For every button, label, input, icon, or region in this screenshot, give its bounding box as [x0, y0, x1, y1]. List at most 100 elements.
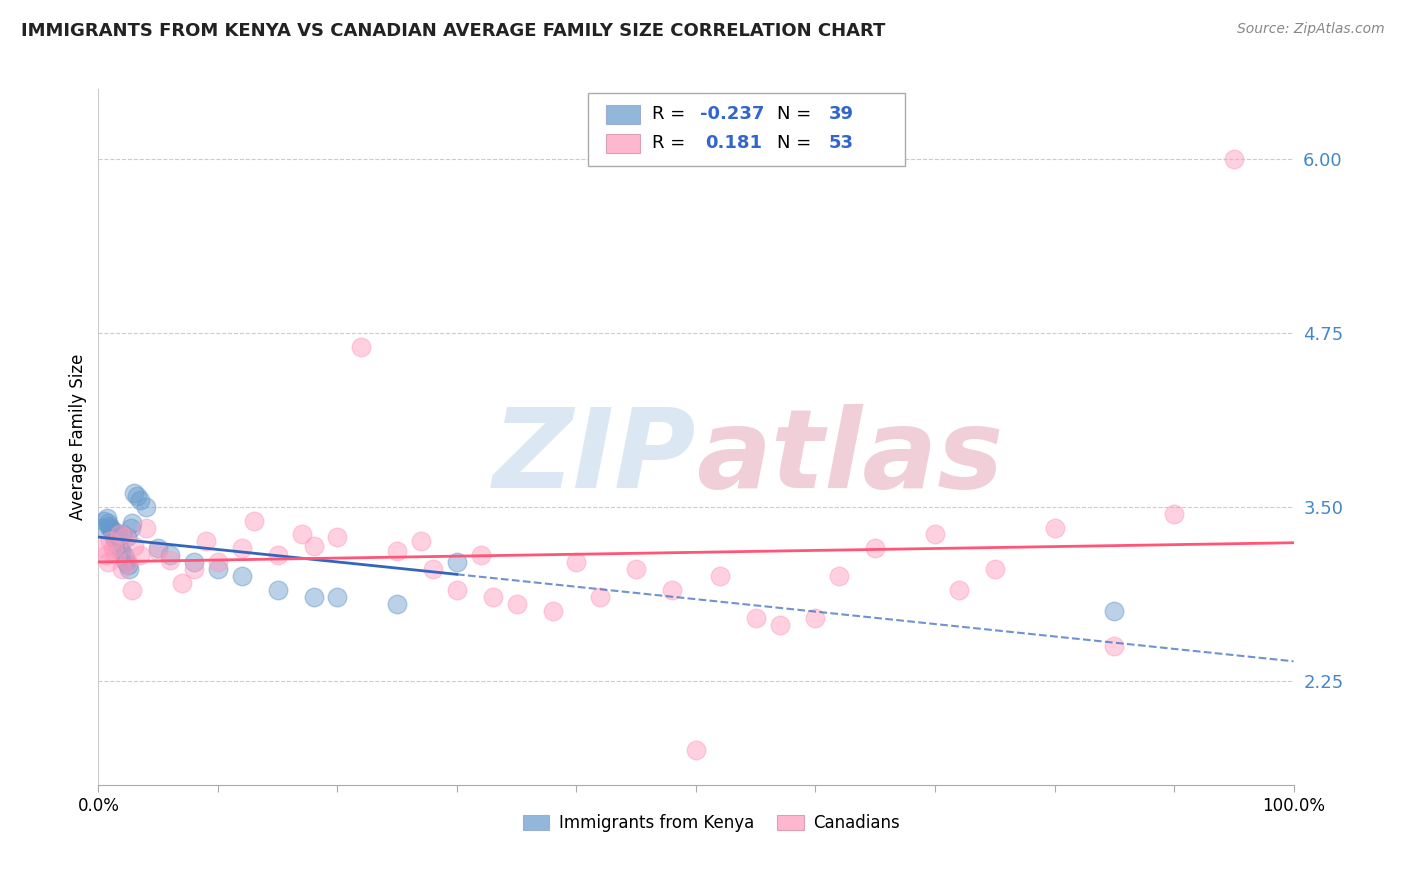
Point	[267, 583, 290, 598]
Point	[121, 516, 143, 531]
Point	[385, 544, 409, 558]
Point	[984, 562, 1007, 576]
Point	[121, 583, 143, 598]
Point	[103, 530, 125, 544]
Point	[117, 558, 139, 573]
Point	[159, 552, 181, 566]
Point	[114, 530, 136, 544]
Point	[769, 618, 792, 632]
FancyBboxPatch shape	[523, 815, 548, 830]
Point	[350, 340, 373, 354]
Point	[97, 555, 120, 569]
Point	[924, 527, 946, 541]
Point	[1043, 520, 1066, 534]
Point	[114, 552, 136, 566]
Point	[709, 569, 731, 583]
Point	[326, 590, 349, 604]
Point	[129, 492, 152, 507]
Text: atlas: atlas	[696, 404, 1004, 511]
Point	[97, 516, 120, 531]
Point	[111, 527, 134, 541]
Point	[117, 555, 139, 569]
Point	[470, 549, 492, 563]
Text: 53: 53	[828, 135, 853, 153]
Point	[148, 544, 170, 558]
Point	[685, 743, 707, 757]
Point	[115, 555, 138, 569]
Text: N =: N =	[778, 105, 817, 123]
Y-axis label: Average Family Size: Average Family Size	[69, 354, 87, 520]
Point	[326, 530, 349, 544]
Point	[291, 527, 314, 541]
Point	[506, 597, 529, 611]
Point	[105, 534, 128, 549]
Point	[243, 514, 266, 528]
Point	[100, 524, 122, 538]
Point	[98, 520, 122, 534]
Point	[129, 549, 152, 563]
Text: IMMIGRANTS FROM KENYA VS CANADIAN AVERAGE FAMILY SIZE CORRELATION CHART: IMMIGRANTS FROM KENYA VS CANADIAN AVERAG…	[21, 22, 886, 40]
Point	[1104, 604, 1126, 618]
Point	[96, 510, 118, 524]
Point	[422, 562, 444, 576]
Point	[446, 555, 468, 569]
Point	[411, 534, 433, 549]
Point	[183, 555, 205, 569]
Text: R =: R =	[652, 135, 696, 153]
Point	[91, 520, 114, 534]
Point	[108, 527, 131, 541]
Point	[110, 544, 132, 558]
Point	[135, 520, 157, 534]
FancyBboxPatch shape	[606, 134, 640, 153]
Point	[1163, 507, 1185, 521]
Text: Source: ZipAtlas.com: Source: ZipAtlas.com	[1237, 22, 1385, 37]
Point	[111, 562, 134, 576]
Point	[118, 562, 141, 576]
Point	[207, 555, 229, 569]
Point	[125, 489, 148, 503]
Point	[589, 590, 612, 604]
Point	[267, 549, 290, 563]
Point	[302, 590, 325, 604]
Text: Canadians: Canadians	[813, 814, 900, 831]
Point	[541, 604, 564, 618]
Point	[172, 576, 194, 591]
Point	[1104, 639, 1126, 653]
Point	[207, 562, 229, 576]
Point	[135, 500, 157, 514]
Point	[101, 541, 124, 556]
Point	[828, 569, 851, 583]
Point	[107, 530, 129, 544]
Point	[91, 541, 114, 556]
Point	[626, 562, 648, 576]
Point	[482, 590, 505, 604]
Point	[446, 583, 468, 598]
Text: -0.237: -0.237	[700, 105, 763, 123]
Point	[94, 549, 117, 563]
Point	[565, 555, 588, 569]
FancyBboxPatch shape	[606, 104, 640, 124]
Point	[115, 530, 138, 544]
Point	[804, 611, 827, 625]
Text: R =: R =	[652, 105, 690, 123]
Text: N =: N =	[778, 135, 817, 153]
Point	[302, 539, 325, 553]
Text: 0.181: 0.181	[706, 135, 762, 153]
Point	[661, 583, 683, 598]
Text: Immigrants from Kenya: Immigrants from Kenya	[558, 814, 754, 831]
Point	[93, 514, 115, 528]
Point	[948, 583, 970, 598]
Point	[385, 597, 409, 611]
Point	[112, 549, 135, 563]
Point	[148, 541, 170, 556]
Point	[104, 524, 127, 539]
Point	[231, 541, 253, 556]
Text: 39: 39	[828, 105, 853, 123]
Point	[183, 562, 205, 576]
Point	[865, 541, 887, 556]
Point	[124, 539, 146, 553]
Point	[101, 527, 124, 541]
Point	[231, 569, 253, 583]
Point	[107, 539, 129, 553]
Point	[98, 534, 122, 549]
